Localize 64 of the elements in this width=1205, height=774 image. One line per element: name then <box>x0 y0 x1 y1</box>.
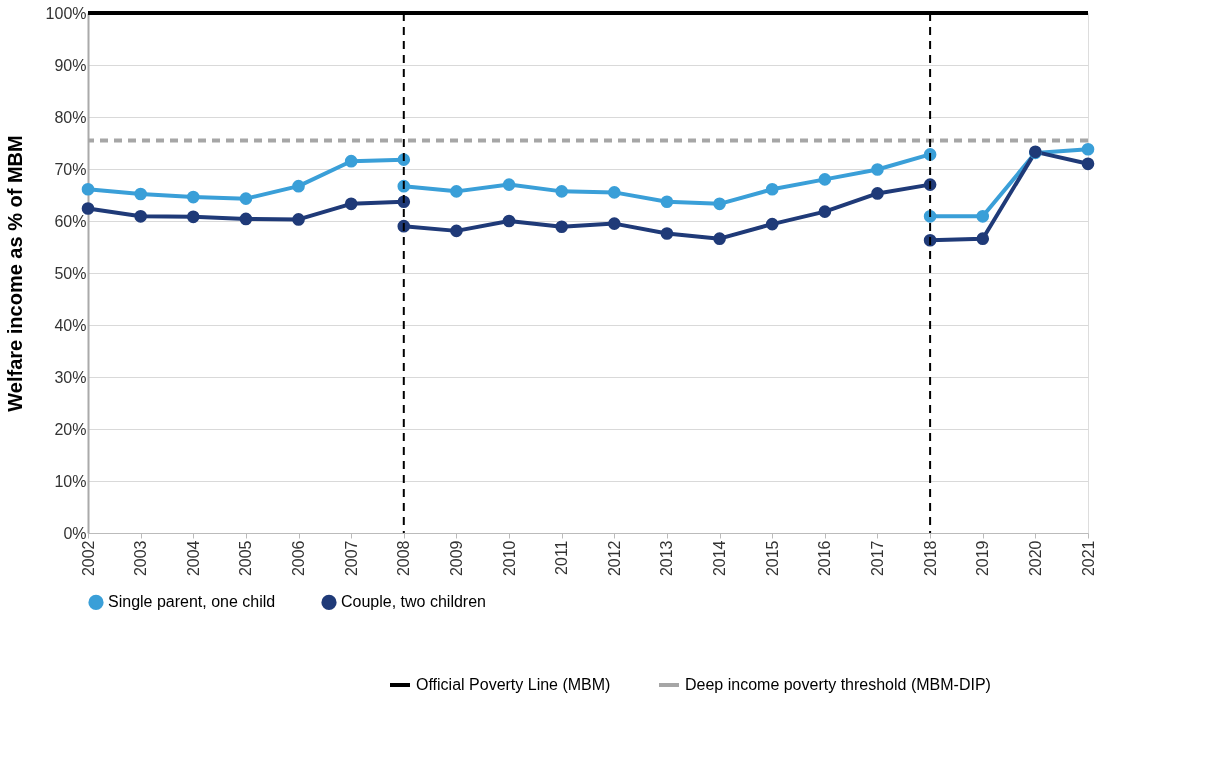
legend-label: Couple, two children <box>341 593 486 611</box>
point <box>81 202 95 215</box>
legend-label: Single parent, one child <box>108 593 276 611</box>
x-tick-label: 2003 <box>132 540 150 577</box>
y-tick-label: 60% <box>54 212 87 230</box>
point <box>292 213 305 226</box>
x-tick-label: 2019 <box>974 540 992 577</box>
x-tick-label: 2008 <box>395 540 413 577</box>
point <box>818 205 832 218</box>
point <box>871 187 884 200</box>
point <box>450 185 463 198</box>
point <box>1081 157 1095 171</box>
point <box>1081 142 1095 156</box>
point <box>713 232 726 245</box>
point <box>134 210 147 223</box>
point <box>607 186 621 199</box>
x-tick-label: 2017 <box>868 540 886 577</box>
x-tick-label: 2015 <box>763 540 781 577</box>
x-tick-label: 2013 <box>658 540 676 577</box>
y-tick-label: 10% <box>54 472 87 490</box>
x-tick-label: 2005 <box>237 540 255 577</box>
x-tick-label: 2006 <box>290 540 308 577</box>
point <box>239 212 253 226</box>
point <box>607 217 621 230</box>
x-tick-label: 2009 <box>447 540 465 577</box>
x-tick-label: 2007 <box>342 540 360 577</box>
point <box>660 195 674 209</box>
point <box>713 197 726 211</box>
x-tick-label: 2010 <box>500 540 518 577</box>
y-tick-label: 30% <box>54 368 87 386</box>
point <box>344 197 358 211</box>
x-tick-label: 2016 <box>816 540 834 577</box>
point <box>818 173 832 186</box>
point <box>555 185 569 198</box>
y-axis-title: Welfare income as % of MBM <box>3 135 26 412</box>
point <box>976 232 990 245</box>
legend-label: Official Poverty Line (MBM) <box>416 676 611 693</box>
y-tick-label: 0% <box>63 524 87 542</box>
point <box>871 163 884 176</box>
x-tick-label: 2021 <box>1079 540 1097 577</box>
y-tick-label: 80% <box>54 108 87 126</box>
y-tick-label: 20% <box>54 420 87 438</box>
y-tick-label: 50% <box>54 264 87 282</box>
y-tick-label: 90% <box>54 56 87 74</box>
x-tick-label: 2018 <box>921 540 939 577</box>
legend-label: Deep income poverty threshold (MBM-DIP) <box>685 676 991 693</box>
point <box>765 217 779 231</box>
y-tick-label: 40% <box>54 316 87 334</box>
point <box>450 224 463 238</box>
x-tick-label: 2020 <box>1026 540 1044 577</box>
point <box>765 182 779 196</box>
x-tick-label: 2012 <box>605 540 623 577</box>
y-tick-label: 70% <box>54 160 87 178</box>
point <box>186 210 200 224</box>
point <box>502 214 516 228</box>
x-tick-label: 2011 <box>553 540 571 575</box>
point <box>502 178 516 191</box>
x-tick-label: 2004 <box>184 540 202 577</box>
y-tick-label: 100% <box>45 4 87 22</box>
point <box>660 227 674 240</box>
point <box>555 220 569 234</box>
x-tick-label: 2002 <box>79 540 97 577</box>
point <box>976 210 990 223</box>
x-tick-label: 2014 <box>711 540 729 577</box>
